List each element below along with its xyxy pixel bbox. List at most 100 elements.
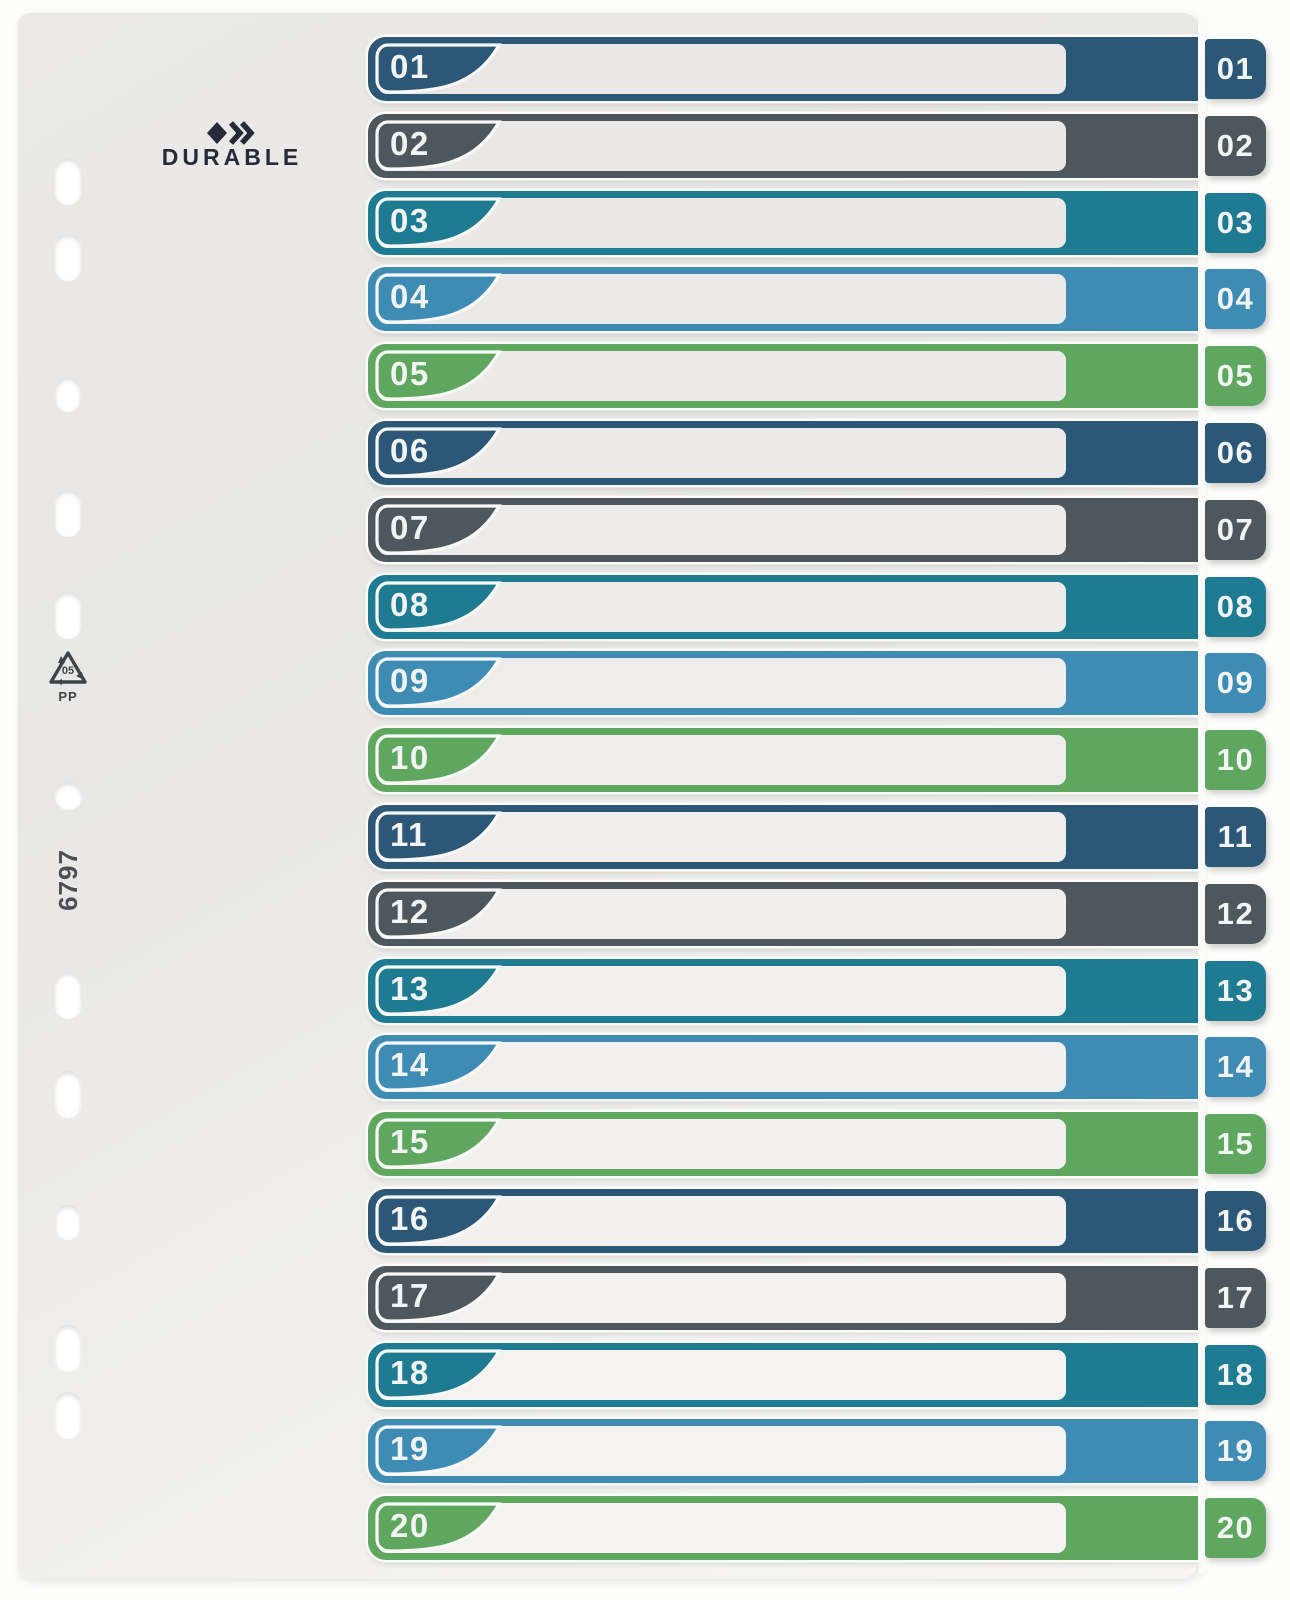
index-bar: 12 xyxy=(368,881,1198,946)
index-bar: 18 xyxy=(368,1342,1198,1407)
index-row: 03 03 xyxy=(0,190,1290,255)
row-number: 20 xyxy=(390,1507,430,1545)
index-row: 13 13 xyxy=(0,958,1290,1023)
row-number-plate xyxy=(375,811,502,862)
index-bar: 11 xyxy=(368,805,1198,869)
index-tab: 16 xyxy=(1205,1191,1266,1251)
tab-number: 15 xyxy=(1216,1126,1255,1162)
index-bar: 16 xyxy=(368,1189,1198,1253)
row-number-plate xyxy=(375,196,502,248)
index-tab: 01 xyxy=(1205,39,1266,99)
row-number: 09 xyxy=(390,662,430,700)
tab-number: 20 xyxy=(1216,1510,1255,1546)
index-bar: 09 xyxy=(368,651,1198,716)
punch-hole xyxy=(55,1325,81,1371)
tab-number: 02 xyxy=(1216,127,1255,163)
index-row: 20 20 xyxy=(0,1496,1290,1561)
index-bar: 15 xyxy=(368,1112,1198,1177)
tab-number: 18 xyxy=(1216,1356,1255,1392)
row-number-plate xyxy=(375,350,502,401)
index-row: 19 19 xyxy=(0,1419,1290,1484)
index-bar: 10 xyxy=(368,728,1198,793)
row-number-plate xyxy=(375,273,502,324)
row-number: 13 xyxy=(390,969,430,1007)
tab-number: 05 xyxy=(1216,358,1255,394)
index-tab: 05 xyxy=(1205,346,1266,407)
index-bar: 01 xyxy=(368,37,1198,101)
row-number: 18 xyxy=(390,1353,430,1391)
row-number: 04 xyxy=(390,278,430,316)
diamond-double-chevron-icon xyxy=(142,118,322,145)
index-tab: 13 xyxy=(1205,960,1266,1021)
index-tab: 14 xyxy=(1205,1037,1266,1098)
row-number-plate xyxy=(375,888,502,939)
durable-logo: DURABLE xyxy=(142,118,322,170)
tab-number: 03 xyxy=(1216,204,1255,240)
row-number-plate xyxy=(375,1272,502,1323)
index-row: 07 07 xyxy=(0,497,1290,562)
index-tab: 07 xyxy=(1205,499,1266,560)
row-number: 16 xyxy=(390,1200,430,1237)
index-bar: 14 xyxy=(368,1035,1198,1100)
tab-number: 04 xyxy=(1216,281,1255,317)
index-row: 01 01 xyxy=(0,37,1290,101)
index-bar: 05 xyxy=(368,344,1198,409)
row-number: 10 xyxy=(390,739,430,777)
row-number: 02 xyxy=(390,124,430,162)
punch-hole xyxy=(56,377,80,411)
index-tab: 08 xyxy=(1205,576,1266,637)
index-row: 04 04 xyxy=(0,267,1290,332)
row-number: 03 xyxy=(390,201,430,239)
row-number: 17 xyxy=(390,1276,430,1314)
index-bar: 20 xyxy=(368,1496,1198,1561)
index-tab: 19 xyxy=(1205,1421,1266,1482)
row-number-plate xyxy=(375,1502,502,1553)
punch-hole xyxy=(55,782,82,809)
brand-name: DURABLE xyxy=(161,144,303,170)
index-bar: 04 xyxy=(368,267,1198,332)
row-number-plate xyxy=(375,734,502,785)
index-row: 17 17 xyxy=(0,1265,1290,1330)
tab-number: 10 xyxy=(1216,742,1255,778)
index-bar: 19 xyxy=(368,1419,1198,1484)
row-number: 08 xyxy=(390,585,430,623)
index-bar: 03 xyxy=(368,190,1198,255)
tab-number: 11 xyxy=(1217,819,1254,854)
index-tab: 09 xyxy=(1205,653,1266,714)
index-row: 15 15 xyxy=(0,1112,1290,1177)
index-tab: 15 xyxy=(1205,1114,1266,1175)
row-number: 12 xyxy=(390,892,430,930)
index-row: 06 06 xyxy=(0,421,1290,485)
punch-hole xyxy=(55,972,81,1018)
row-number-plate xyxy=(375,43,502,94)
tab-number: 06 xyxy=(1216,435,1255,470)
tab-number: 09 xyxy=(1216,665,1255,701)
index-row: 10 10 xyxy=(0,728,1290,793)
index-tab: 11 xyxy=(1205,807,1266,867)
index-tab: 02 xyxy=(1205,115,1266,176)
tab-number: 14 xyxy=(1216,1049,1255,1085)
tab-number: 08 xyxy=(1216,588,1255,624)
punch-hole xyxy=(55,1071,81,1117)
tab-number: 17 xyxy=(1216,1279,1255,1315)
punch-hole xyxy=(55,158,81,204)
index-row: 18 18 xyxy=(0,1342,1290,1407)
row-number: 07 xyxy=(390,508,430,546)
index-bar: 06 xyxy=(368,421,1198,485)
index-row: 02 02 xyxy=(0,113,1290,178)
row-number: 06 xyxy=(390,432,430,469)
index-tab: 04 xyxy=(1205,269,1266,330)
recycling-material: PP xyxy=(58,689,78,704)
row-number-plate xyxy=(375,1118,502,1169)
row-number-plate xyxy=(375,657,502,708)
row-number-plate xyxy=(375,1041,502,1092)
row-number: 14 xyxy=(390,1046,430,1084)
punch-hole xyxy=(55,490,81,536)
row-number-plate xyxy=(375,120,502,171)
recycling-code: 05 xyxy=(61,665,75,677)
row-number: 15 xyxy=(390,1123,430,1161)
index-row: 11 11 xyxy=(0,805,1290,869)
row-number: 05 xyxy=(390,355,430,393)
row-number: 11 xyxy=(390,816,428,853)
